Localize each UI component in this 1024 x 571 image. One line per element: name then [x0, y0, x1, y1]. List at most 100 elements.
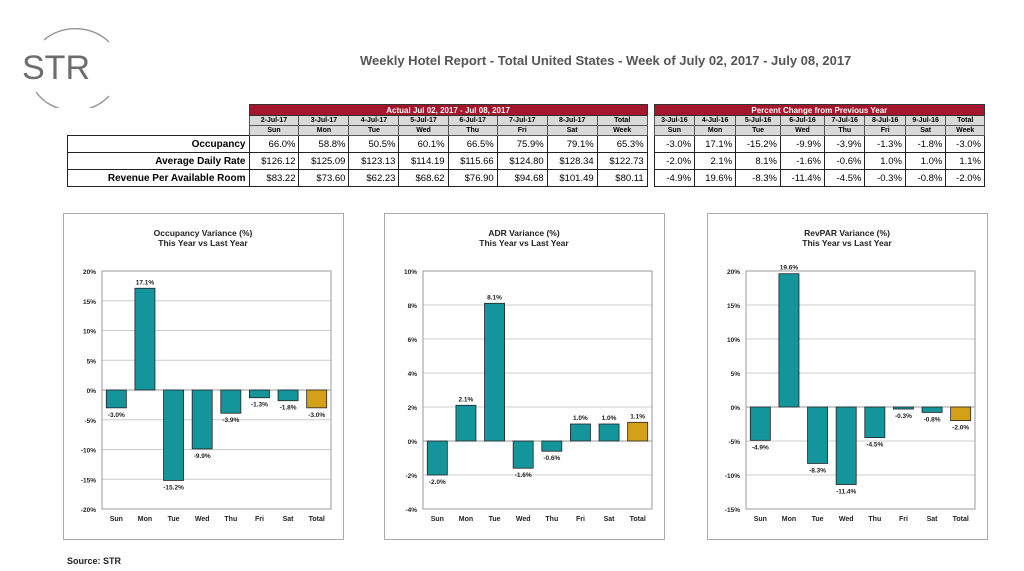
data-label: -3.0%: [108, 412, 125, 419]
x-tick-label: Wed: [195, 516, 210, 523]
bar: [835, 406, 857, 485]
y-tick-label: -15%: [725, 507, 740, 514]
x-tick-label: Sun: [754, 516, 767, 523]
actual-cell: $76.90: [447, 169, 498, 187]
row-label: Revenue Per Available Room: [67, 169, 250, 187]
x-tick-label: Sun: [110, 516, 123, 523]
bar: [484, 302, 505, 442]
data-label: 1.0%: [602, 415, 617, 422]
change-cell: 1.0%: [864, 152, 906, 170]
change-cell: -1.6%: [779, 152, 826, 170]
y-tick-label: -4%: [405, 507, 417, 514]
bar: [893, 406, 914, 410]
table-row: Revenue Per Available Room $83.22 $73.60 $6…: [67, 169, 985, 187]
x-tick-label: Fri: [255, 516, 264, 523]
chart-title: Occupancy Variance (%): [154, 228, 253, 238]
actual-cell: $83.22: [248, 169, 300, 187]
plot-area: [101, 270, 332, 510]
bar: [778, 273, 800, 408]
column-header: Sun: [653, 125, 696, 136]
y-tick-label: 5%: [731, 371, 741, 378]
column-header: Thu: [447, 125, 498, 136]
x-tick-label: Fri: [899, 516, 908, 523]
column-header: Fri: [496, 125, 548, 136]
change-cell: -4.9%: [653, 169, 696, 187]
actual-cell: 58.8%: [298, 135, 350, 153]
column-header: Total: [596, 115, 648, 126]
actual-header: Actual Jul 02, 2017 - Jul 08, 2017: [248, 104, 648, 116]
data-label: 1.1%: [630, 413, 645, 420]
change-cell: -0.6%: [824, 152, 866, 170]
column-header: Sat: [904, 125, 947, 136]
y-tick-label: 10%: [404, 269, 417, 276]
chart-title: RevPAR Variance (%): [804, 228, 890, 238]
y-tick-label: 20%: [727, 269, 740, 276]
column-header: 7-Jul-16: [824, 115, 866, 126]
actual-cell: 79.1%: [546, 135, 598, 153]
column-header: 6-Jul-16: [779, 115, 826, 126]
y-tick-label: 0%: [408, 439, 418, 446]
change-cell: -4.5%: [824, 169, 866, 187]
hotel-metrics-table: Actual Jul 02, 2017 - Jul 08, 2017 Percen…: [67, 104, 986, 187]
data-label: -4.5%: [866, 442, 883, 449]
change-cell: -11.4%: [779, 169, 826, 187]
column-header: 4-Jul-16: [694, 115, 737, 126]
data-label: -3.0%: [308, 412, 325, 419]
column-header: Total: [945, 115, 985, 126]
change-cell: 1.1%: [945, 152, 985, 170]
bar: [749, 406, 771, 441]
y-tick-label: 15%: [727, 303, 740, 310]
x-tick-label: Mon: [459, 516, 473, 523]
actual-cell: $114.19: [398, 152, 449, 170]
x-tick-label: Fri: [576, 516, 585, 523]
y-tick-label: 0%: [731, 405, 741, 412]
data-label: 2.1%: [459, 396, 474, 403]
y-tick-label: -10%: [725, 473, 740, 480]
y-tick-label: 6%: [408, 337, 418, 344]
report-title: Weekly Hotel Report - Total United State…: [360, 53, 852, 68]
change-cell: -3.9%: [824, 135, 866, 153]
y-tick-label: 10%: [727, 337, 740, 344]
adr-variance-chart: ADR Variance (%) This Year vs Last Year -4…: [384, 213, 665, 540]
actual-cell: 66.5%: [447, 135, 498, 153]
bar: [455, 404, 477, 442]
plot-area: [422, 270, 653, 510]
change-cell: -0.3%: [864, 169, 906, 187]
x-tick-label: Sun: [431, 516, 444, 523]
x-tick-label: Total: [630, 516, 646, 523]
actual-cell: $124.80: [496, 152, 548, 170]
y-tick-label: 2%: [408, 405, 418, 412]
column-header: Sat: [546, 125, 598, 136]
actual-cell: $94.68: [496, 169, 548, 187]
change-cell: 17.1%: [694, 135, 737, 153]
bar: [105, 389, 127, 409]
column-header: Thu: [824, 125, 866, 136]
column-header: 5-Jul-17: [398, 115, 449, 126]
change-cell: -8.3%: [735, 169, 781, 187]
x-tick-label: Thu: [224, 516, 237, 523]
actual-cell: 60.1%: [398, 135, 449, 153]
column-header: 5-Jul-16: [735, 115, 781, 126]
column-header: Wed: [779, 125, 826, 136]
actual-cell: $122.73: [596, 152, 648, 170]
change-cell: 1.0%: [904, 152, 947, 170]
y-tick-label: -10%: [81, 448, 96, 455]
table-row: Occupancy 66.0% 58.8% 50.5% 60.1% 66.5% 75.9% 7…: [67, 135, 985, 153]
bar: [541, 440, 563, 452]
data-label: -2.0%: [952, 425, 969, 432]
x-tick-label: Thu: [545, 516, 558, 523]
column-header: Tue: [735, 125, 781, 136]
table-row: Average Daily Rate $126.12 $125.09 $123.13 $…: [67, 152, 985, 170]
column-header: 8-Jul-17: [546, 115, 598, 126]
y-tick-label: 5%: [87, 358, 97, 365]
y-tick-label: -5%: [728, 439, 740, 446]
data-label: -11.4%: [836, 489, 856, 496]
column-header: 4-Jul-17: [348, 115, 400, 126]
bar: [512, 440, 534, 469]
row-label: Average Daily Rate: [67, 152, 250, 170]
change-cell: -1.3%: [864, 135, 906, 153]
occupancy-variance-chart: Occupancy Variance (%) This Year vs Last …: [63, 213, 344, 540]
bar: [921, 406, 943, 413]
y-tick-label: -2%: [405, 473, 417, 480]
column-header: 2-Jul-17: [248, 115, 300, 126]
